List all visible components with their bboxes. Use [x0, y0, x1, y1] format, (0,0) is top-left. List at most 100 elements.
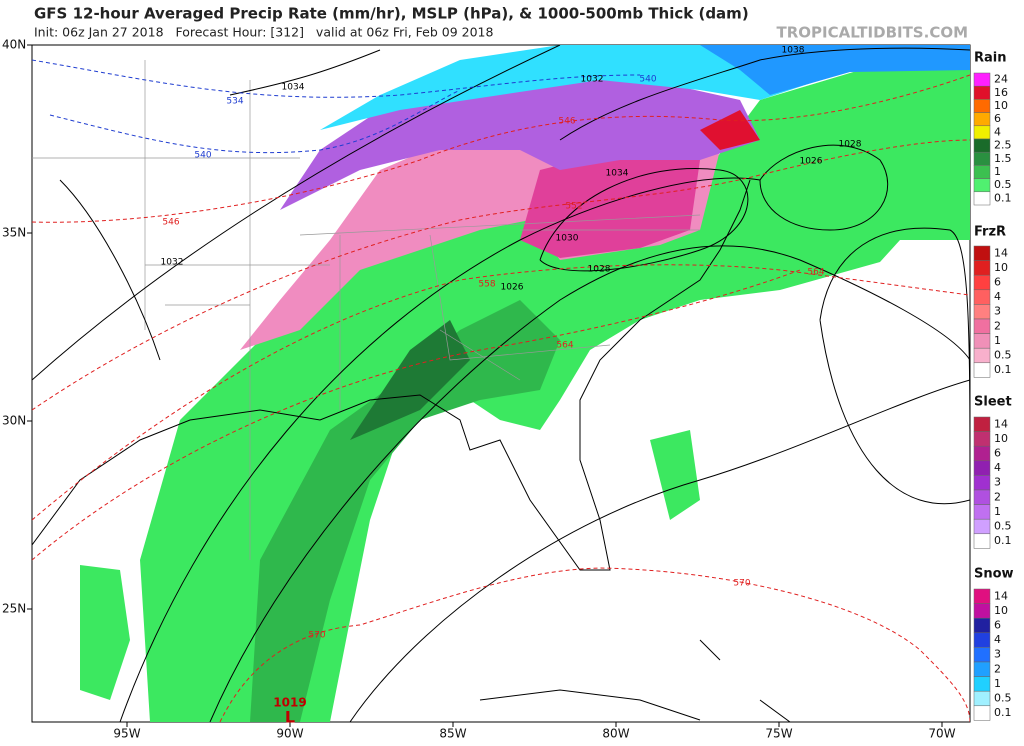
legend-level: 3 — [994, 305, 1001, 318]
lon-label: 90W — [276, 727, 303, 741]
legend-level: 14 — [994, 417, 1008, 430]
legend-title: Rain — [974, 51, 1007, 66]
thickness-label: 570 — [733, 579, 750, 589]
legend-level: 4 — [994, 125, 1001, 138]
thickness-label: 546 — [162, 218, 179, 228]
legend-swatch — [973, 431, 991, 447]
legend-swatch — [973, 318, 991, 334]
legend-swatch — [973, 112, 991, 127]
legend-level: 0.1 — [994, 363, 1012, 376]
thickness-label: 552 — [565, 202, 582, 212]
low-pressure: 1019 — [273, 696, 306, 710]
legend-swatch — [973, 504, 991, 520]
lon-label: 80W — [602, 727, 629, 741]
legend-level: 3 — [994, 476, 1001, 489]
legend-level: 14 — [994, 589, 1008, 602]
legend-swatch — [973, 333, 991, 349]
thickness-label: 534 — [226, 97, 243, 107]
legend-level: 0.5 — [994, 520, 1012, 533]
pressure-label: 1038 — [782, 46, 805, 56]
legend-level: 0.1 — [994, 191, 1012, 204]
lat-label: 40N — [2, 38, 26, 52]
legend-swatch — [973, 191, 991, 206]
legend-swatch — [973, 416, 991, 432]
thickness-label: 564 — [556, 341, 573, 351]
pressure-label: 1026 — [800, 157, 823, 167]
legend-title: FrzR — [974, 225, 1006, 240]
legend-swatch — [973, 274, 991, 291]
legend-swatch — [973, 489, 991, 505]
legend-level: 0.1 — [994, 534, 1012, 547]
legend-level: 0.1 — [994, 706, 1012, 719]
pressure-label: 1032 — [581, 75, 604, 85]
legend-swatch — [973, 260, 991, 276]
legend-swatch — [973, 632, 991, 648]
legend-level: 4 — [994, 461, 1001, 474]
title: GFS 12-hour Averaged Precip Rate (mm/hr)… — [34, 5, 749, 23]
legend-swatch — [973, 445, 991, 462]
legend-level: 1 — [994, 165, 1001, 178]
legend-level: 2 — [994, 490, 1001, 503]
legend-level: 6 — [994, 112, 1001, 125]
thickness-label: 564 — [807, 268, 824, 278]
thickness-label: 540 — [639, 75, 656, 85]
lon-label: 85W — [439, 727, 466, 741]
legend-level: 2 — [994, 662, 1001, 675]
legend-swatch — [973, 617, 991, 634]
legend-level: 0.5 — [994, 178, 1012, 191]
map-area — [31, 44, 971, 723]
lon-label: 95W — [113, 727, 140, 741]
legend-level: 6 — [994, 619, 1001, 632]
legend-level: 10 — [994, 604, 1008, 617]
legend-level: 1 — [994, 334, 1001, 347]
lat-label: 35N — [2, 226, 26, 240]
pressure-label: 1028 — [588, 265, 611, 275]
legend-swatch — [973, 165, 991, 179]
legend-swatch — [973, 690, 991, 707]
legend-swatch — [973, 518, 991, 535]
legend-swatch — [973, 362, 991, 378]
pressure-label: 1030 — [556, 234, 579, 244]
legend-level: 16 — [994, 86, 1008, 99]
subtitle: Init: 06z Jan 27 2018 Forecast Hour: [31… — [34, 25, 494, 40]
legend-swatch — [973, 85, 991, 100]
legend-swatch — [973, 347, 991, 364]
legend-swatch — [973, 460, 991, 476]
axes: 40N 35N 30N 25N 95W 90W 85W 80W 75W 70W — [2, 38, 956, 741]
legend-swatch — [973, 289, 991, 305]
legend-level: 1 — [994, 505, 1001, 518]
low-marker: L — [285, 708, 295, 727]
legend-level: 0.5 — [994, 349, 1012, 362]
thickness-label: 558 — [478, 280, 495, 290]
pressure-label: 1028 — [839, 140, 862, 150]
legend-swatch — [973, 304, 991, 320]
legend-swatch — [973, 138, 991, 153]
lat-label: 25N — [2, 602, 26, 616]
thickness-label: 546 — [558, 117, 575, 127]
legend-swatch — [973, 72, 991, 87]
legend-level: 2.5 — [994, 139, 1012, 152]
legend-level: 10 — [994, 261, 1008, 274]
legend-level: 10 — [994, 432, 1008, 445]
legend-level: 1.5 — [994, 152, 1012, 165]
legend-level: 3 — [994, 648, 1001, 661]
legend-swatch — [973, 647, 991, 663]
lon-label: 75W — [765, 727, 792, 741]
legend-title: Snow — [974, 567, 1014, 582]
pressure-label: 1026 — [501, 283, 524, 293]
legend-level: 4 — [994, 290, 1001, 303]
lon-label: 70W — [928, 727, 955, 741]
legend-level: 6 — [994, 276, 1001, 289]
lat-label: 30N — [2, 414, 26, 428]
legend-level: 0.5 — [994, 692, 1012, 705]
legend-swatch — [973, 178, 991, 193]
contour-labels: 1038 1032 1034 1034 1028 1026 1030 1028 1026 1032… — [161, 46, 862, 727]
legend-swatch — [973, 125, 991, 140]
legend-level: 1 — [994, 677, 1001, 690]
legend-level: 6 — [994, 447, 1001, 460]
legend-swatch — [973, 588, 991, 604]
thickness-label: 570 — [308, 631, 325, 641]
legend-level: 2 — [994, 319, 1001, 332]
